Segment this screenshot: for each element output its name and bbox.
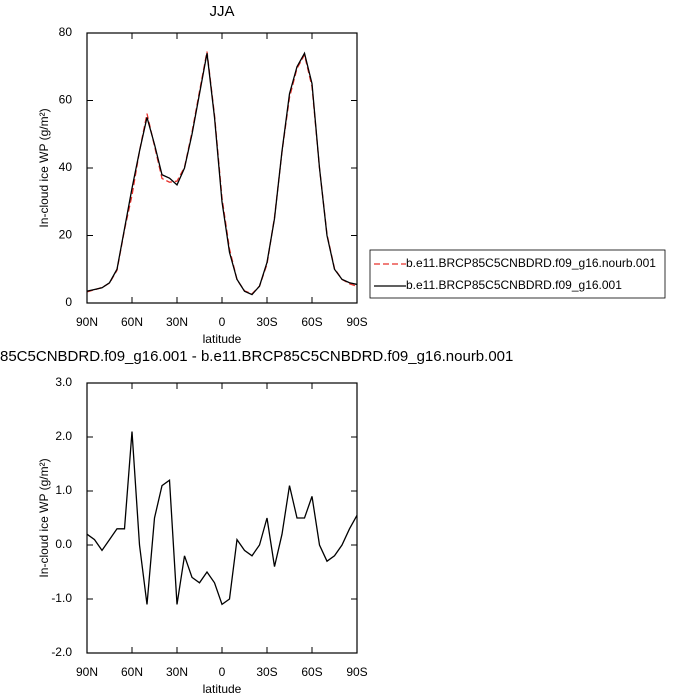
data-line [86,51,358,295]
y-tick-label: 40 [59,160,73,174]
y-tick-label: 2.0 [55,429,72,443]
y-tick-label: 0.0 [55,537,72,551]
x-axis-label: latitude [203,332,242,346]
y-tick-label: -1.0 [51,591,72,605]
x-tick-label: 30S [256,665,277,679]
y-tick-label: 20 [59,228,73,242]
y-tick-label: 3.0 [55,375,72,389]
y-axis-label: In-cloud ice WP (g/m²) [37,108,51,227]
x-axis-label: latitude [203,682,242,696]
y-tick-label: 0 [65,295,72,309]
data-line [86,51,358,296]
chart-title: 85C5CNBDRD.f09_g16.001 - b.e11.BRCP85C5C… [0,348,513,365]
x-tick-label: 90N [76,665,98,679]
y-tick-label: 80 [59,25,73,39]
x-tick-label: 60S [301,315,322,329]
legend-label: b.e11.BRCP85C5CNBDRD.f09_g16.001 [406,278,622,292]
x-tick-label: 90N [76,315,98,329]
chart-title: JJA [209,3,234,20]
legend-box [369,249,666,299]
x-tick-label: 0 [219,315,226,329]
x-tick-label: 60N [121,315,143,329]
x-tick-label: 60S [301,665,322,679]
y-tick-label: -2.0 [51,645,72,659]
y-tick-label: 60 [59,93,73,107]
y-tick-label: 1.0 [55,483,72,497]
y-axis-label: In-cloud ice WP (g/m²) [37,458,51,577]
x-tick-label: 30N [166,315,188,329]
x-tick-label: 90S [346,315,367,329]
x-tick-label: 0 [219,665,226,679]
plot-frame [86,382,358,654]
data-line [86,431,358,606]
x-tick-label: 30N [166,665,188,679]
x-tick-label: 90S [346,665,367,679]
legend-label: b.e11.BRCP85C5CNBDRD.f09_g16.nourb.001 [406,256,656,270]
x-tick-label: 60N [121,665,143,679]
plot-frame [86,32,358,304]
x-tick-label: 30S [256,315,277,329]
